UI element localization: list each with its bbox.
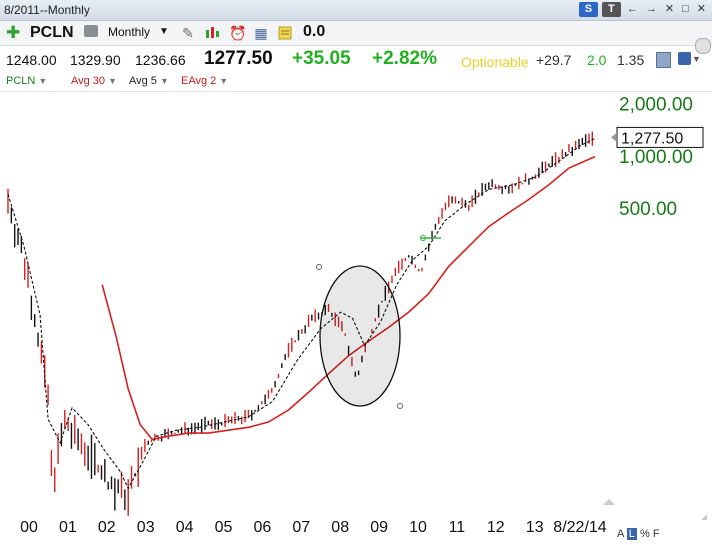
chevron-down-icon: ▼ (219, 76, 229, 86)
scale-log-button[interactable]: L (626, 528, 637, 540)
x-tick-label: 08 (331, 519, 349, 536)
last-price: 1277.50 (204, 48, 273, 69)
save-icon[interactable] (678, 52, 691, 65)
t-button[interactable]: T (601, 2, 621, 17)
y-tick-label: 2,000.00 (619, 95, 693, 116)
x-tick-label: 13 (526, 519, 544, 536)
chevron-down-icon[interactable]: ▼ (159, 26, 169, 37)
x-tick-label: 04 (176, 519, 194, 536)
chevron-down-icon: ▼ (108, 76, 117, 86)
x-tick-label: 10 (409, 519, 427, 536)
high-value: 1329.90 (70, 52, 121, 68)
x-tick-label: 02 (98, 519, 116, 536)
last-price-box (616, 126, 704, 148)
y-tick-label: 1,000.00 (619, 147, 693, 168)
plus-icon[interactable]: ✚ (6, 23, 21, 42)
database-icon[interactable] (656, 52, 671, 68)
settings-icon[interactable] (695, 38, 711, 54)
alarm-clock-icon[interactable]: ⏰ (229, 25, 247, 41)
scale-auto-button[interactable]: A (617, 528, 624, 540)
open-value: 1248.00 (6, 52, 57, 68)
x-tick-label: 03 (137, 519, 155, 536)
calculator-icon[interactable]: ▦ (254, 25, 268, 41)
optionable-label: Optionable (461, 54, 529, 70)
x-tick-label: 8/22/14 (553, 519, 606, 536)
scale-fit-button[interactable]: F (652, 528, 660, 540)
s-button[interactable]: S (578, 2, 598, 17)
x-tick-label: 06 (254, 519, 272, 536)
price-chart[interactable]: 2,000.00 1,000.00 500.00 1,277.50 00 01 02 03 04… (0, 90, 712, 545)
ellipse-handle (397, 403, 403, 409)
legend-avg5[interactable]: Avg 5 ▼ (129, 75, 169, 87)
quote-bar: 1248.00 1329.90 1236.66 1277.50 +35.05 +… (0, 38, 712, 72)
period-select[interactable]: Monthly (108, 25, 151, 39)
last-price-label: 1,277.50 (621, 130, 683, 147)
title-bar: 8/2011--Monthly S T ← → ✕ □ ✕ (0, 0, 712, 21)
extra-value-1: +29.7 (536, 52, 572, 68)
x-tick-label: 01 (59, 519, 77, 536)
chevron-down-icon: ▼ (38, 76, 48, 86)
x-tick-label: 05 (215, 519, 233, 536)
note-icon[interactable] (277, 25, 293, 41)
symbol-label[interactable]: PCLN (30, 24, 74, 41)
x-tick-label: 11 (449, 519, 466, 536)
printer-icon[interactable] (84, 25, 98, 37)
window-title: 8/2011--Monthly (4, 3, 90, 17)
ellipse-handle (316, 264, 322, 270)
indicator-value: 0.0 (303, 23, 326, 40)
x-tick-label: 07 (292, 519, 310, 536)
back-arrow-icon[interactable]: ← (626, 3, 638, 15)
legend-eavg2[interactable]: EAvg 2 ▼ (181, 75, 229, 87)
last-price-arrow (611, 133, 616, 142)
scroll-up-icon (603, 499, 615, 505)
resize-grip-icon (701, 514, 707, 520)
y-tick-label: 500.00 (619, 199, 677, 220)
avg30-line (101, 155, 596, 441)
legend-pcln[interactable]: PCLN ▼ (6, 75, 48, 87)
window-controls: S T ← → ✕ □ ✕ (578, 2, 708, 17)
extra-value-2: 2.0 (587, 52, 607, 68)
change-percent: +2.82% (372, 48, 437, 69)
toolbar: ✚ PCLN Monthly ▼ ✎ ⏰ ▦ 0.0 (0, 21, 712, 46)
chart-scale-tools: A L % F (617, 528, 660, 540)
avg5-line (7, 137, 596, 490)
low-value: 1236.66 (135, 52, 186, 68)
annotation-ellipse (319, 265, 401, 407)
close-panel-icon[interactable]: ✕ (664, 3, 675, 15)
restore-icon[interactable]: □ (682, 3, 689, 15)
drawing-tools-icon[interactable]: ✎ (182, 25, 194, 41)
x-tick-label: 00 (20, 519, 38, 536)
change-value: +35.05 (292, 48, 351, 69)
forward-arrow-icon[interactable]: → (645, 3, 657, 15)
extra-value-3: 1.35 (617, 52, 645, 68)
chevron-down-icon: ▼ (159, 76, 169, 86)
close-window-icon[interactable]: ✕ (696, 3, 706, 15)
x-tick-label: 09 (370, 519, 388, 536)
legend-avg30[interactable]: Avg 30 ▼ (71, 75, 117, 87)
indicator-legend: PCLN ▼ Avg 30 ▼ Avg 5 ▼ EAvg 2 ▼ (0, 73, 712, 92)
x-tick-label: 12 (487, 519, 505, 536)
green-line-handle (420, 235, 426, 241)
scale-percent-button[interactable]: % (639, 528, 650, 540)
save-dropdown-icon[interactable]: ▼ (692, 54, 701, 64)
price-bars (7, 131, 594, 516)
candles-icon[interactable] (204, 25, 220, 41)
